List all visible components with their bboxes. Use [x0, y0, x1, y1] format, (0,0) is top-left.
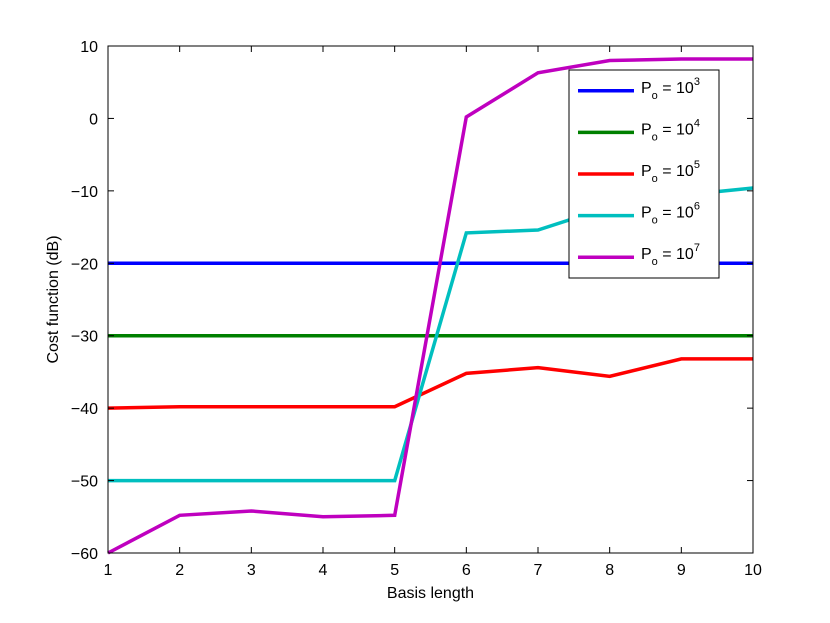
plot-frame: [107, 45, 754, 554]
y-tick-label: −60: [71, 546, 98, 563]
x-tick-label: 2: [175, 562, 184, 579]
series-line-3: [107, 357, 753, 410]
y-tick-label: −50: [71, 474, 98, 491]
y-tick-label: −20: [71, 256, 98, 273]
legend: Po = 103 Po = 104 Po = 105 Po = 106 Po = 107: [568, 69, 720, 279]
x-tick-label: 6: [462, 562, 471, 579]
x-tick-label: 3: [247, 562, 256, 579]
y-axis-label: Cost function (dB): [45, 235, 62, 363]
legend-label-1: Po = 103: [641, 76, 700, 102]
legend-items: Po = 103 Po = 104 Po = 105 Po = 106 Po = 107: [578, 76, 700, 268]
y-axis-ticks: −60 −50 −40 −30 −20 −10 0 10: [71, 39, 753, 563]
x-tick-label: 8: [605, 562, 614, 579]
legend-label-2: Po = 104: [641, 117, 700, 143]
y-tick-label: −10: [71, 184, 98, 201]
x-tick-label: 9: [677, 562, 686, 579]
y-tick-label: 0: [89, 111, 98, 128]
legend-label-3: Po = 105: [641, 159, 700, 185]
x-axis-label: Basis length: [387, 585, 474, 602]
x-axis-ticks: 1 2 3 4 5 6 7 8 9 10: [104, 46, 762, 579]
y-tick-label: −30: [71, 329, 98, 346]
y-tick-label: 10: [80, 39, 98, 56]
series-line-5: [107, 57, 753, 555]
legend-label-4: Po = 106: [641, 201, 700, 227]
y-tick-label: −40: [71, 401, 98, 418]
x-tick-label: 5: [390, 562, 399, 579]
legend-label-5: Po = 107: [641, 242, 700, 268]
x-tick-label: 1: [104, 562, 113, 579]
x-tick-label: 4: [319, 562, 328, 579]
x-tick-label: 10: [744, 562, 762, 579]
x-tick-label: 7: [534, 562, 543, 579]
